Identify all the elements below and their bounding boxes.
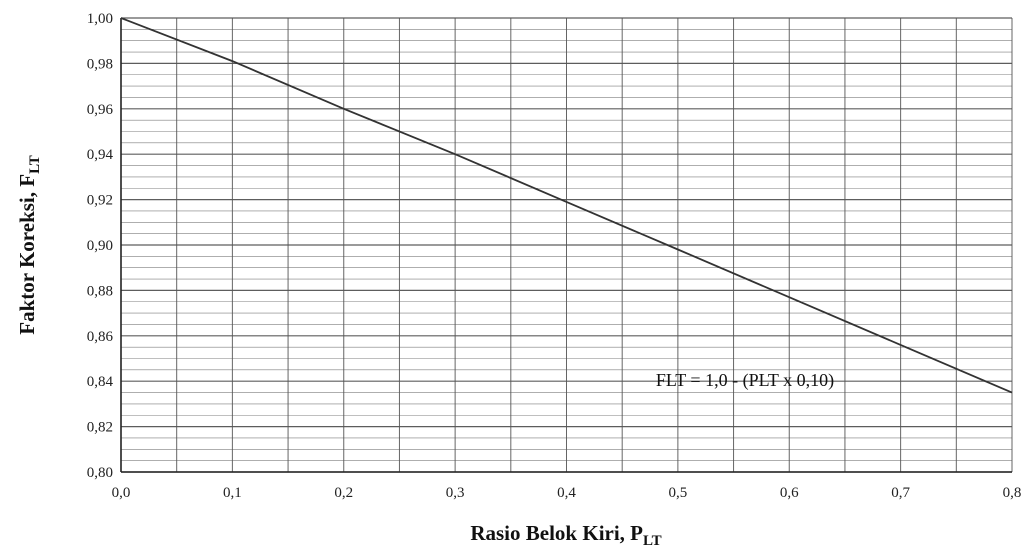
x-axis-title-main: Rasio Belok Kiri, P xyxy=(470,521,643,545)
y-tick-label: 0,92 xyxy=(87,193,113,209)
y-axis-title-sub: LT xyxy=(27,155,43,174)
x-axis-title: Rasio Belok Kiri, PLT xyxy=(470,521,661,549)
x-tick-label: 0,2 xyxy=(334,485,353,501)
x-tick-label: 0,0 xyxy=(112,485,131,501)
y-tick-label: 0,90 xyxy=(87,238,113,254)
x-tick-label: 0,1 xyxy=(223,485,242,501)
x-tick-label: 0,3 xyxy=(446,485,465,501)
x-tick-label: 0,5 xyxy=(669,485,688,501)
y-axis-title: Faktor Koreksi, FLT xyxy=(15,155,43,334)
grid xyxy=(121,18,1012,472)
y-tick-labels: 0,80 0,82 0,84 0,86 0,88 0,90 0,92 0,94 0,96 0,98… xyxy=(87,11,114,481)
y-tick-label: 0,88 xyxy=(87,283,113,299)
y-tick-label: 1,00 xyxy=(87,11,113,27)
annotation-formula: FLT = 1,0 - (PLT x 0,10) xyxy=(656,370,834,391)
y-tick-label: 0,96 xyxy=(87,102,114,118)
x-tick-label: 0,8 xyxy=(1003,485,1022,501)
y-axis-title-main: Faktor Koreksi, F xyxy=(15,174,39,335)
x-tick-labels: 0,0 0,1 0,2 0,3 0,4 0,5 0,6 0,7 0,8 xyxy=(112,485,1022,501)
x-tick-label: 0,4 xyxy=(557,485,576,501)
x-axis-title-sub: LT xyxy=(643,533,662,549)
y-tick-label: 0,82 xyxy=(87,420,113,436)
x-tick-label: 0,6 xyxy=(780,485,799,501)
x-tick-label: 0,7 xyxy=(891,485,910,501)
y-tick-label: 0,84 xyxy=(87,374,114,390)
y-tick-label: 0,86 xyxy=(87,329,114,345)
y-tick-label: 0,80 xyxy=(87,465,113,481)
y-tick-label: 0,98 xyxy=(87,56,113,72)
y-tick-label: 0,94 xyxy=(87,147,114,163)
